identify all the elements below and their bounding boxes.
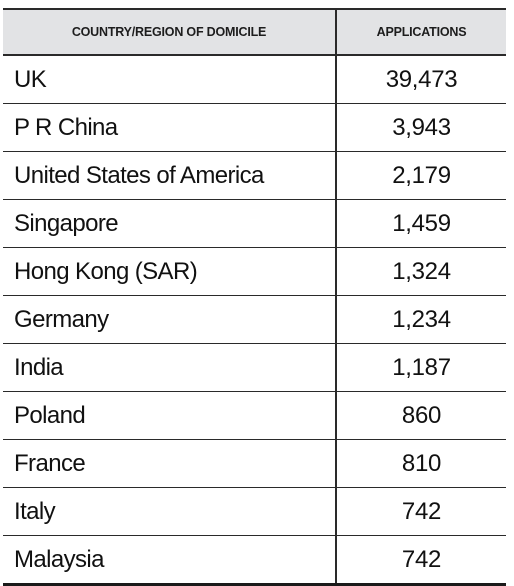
- table-row: Germany 1,234: [3, 295, 506, 344]
- country-cell: P R China: [3, 103, 337, 152]
- country-cell: UK: [3, 55, 337, 104]
- table-row: Singapore 1,459: [3, 199, 506, 248]
- table-row: France 810: [3, 439, 506, 488]
- country-cell: Poland: [3, 391, 337, 440]
- table-row: P R China 3,943: [3, 103, 506, 152]
- table-row: Malaysia 742: [3, 535, 506, 586]
- applications-cell: 2,179: [336, 151, 506, 200]
- applications-by-domicile-table: COUNTRY/REGION OF DOMICILE APPLICATIONS …: [3, 8, 506, 586]
- country-cell: Italy: [3, 487, 337, 536]
- column-header-applications: APPLICATIONS: [336, 8, 506, 56]
- applications-cell: 1,324: [336, 247, 506, 296]
- applications-cell: 742: [336, 487, 506, 536]
- applications-cell: 1,459: [336, 199, 506, 248]
- country-cell: India: [3, 343, 337, 392]
- table-body: UK 39,473 P R China 3,943 United States …: [3, 55, 506, 586]
- table-row: United States of America 2,179: [3, 151, 506, 200]
- country-cell: Hong Kong (SAR): [3, 247, 337, 296]
- country-cell: United States of America: [3, 151, 337, 200]
- country-cell: Singapore: [3, 199, 337, 248]
- table-header: COUNTRY/REGION OF DOMICILE APPLICATIONS: [3, 8, 506, 56]
- applications-cell: 860: [336, 391, 506, 440]
- country-cell: Malaysia: [3, 535, 337, 586]
- applications-cell: 3,943: [336, 103, 506, 152]
- table-row: India 1,187: [3, 343, 506, 392]
- applications-cell: 1,234: [336, 295, 506, 344]
- table-row: UK 39,473: [3, 55, 506, 104]
- applications-cell: 810: [336, 439, 506, 488]
- table-row: Italy 742: [3, 487, 506, 536]
- applications-cell: 39,473: [336, 55, 506, 104]
- applications-cell: 742: [336, 535, 506, 586]
- table-row: Poland 860: [3, 391, 506, 440]
- header-row: COUNTRY/REGION OF DOMICILE APPLICATIONS: [3, 8, 506, 56]
- applications-cell: 1,187: [336, 343, 506, 392]
- country-cell: Germany: [3, 295, 337, 344]
- table-row: Hong Kong (SAR) 1,324: [3, 247, 506, 296]
- column-header-country: COUNTRY/REGION OF DOMICILE: [3, 8, 337, 56]
- country-cell: France: [3, 439, 337, 488]
